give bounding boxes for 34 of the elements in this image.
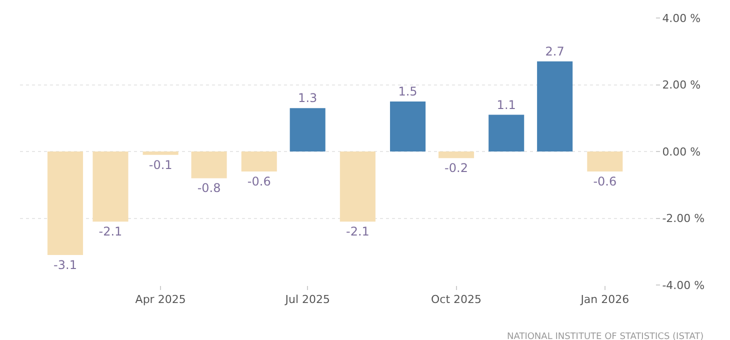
bar	[340, 152, 376, 222]
x-tick-label: Jul 2025	[284, 293, 330, 306]
bar	[537, 61, 573, 152]
bar	[47, 152, 84, 255]
x-tick-label: Oct 2025	[431, 293, 482, 306]
bar	[488, 114, 524, 152]
bar	[290, 108, 326, 152]
y-tick-label: 2.00 %	[662, 78, 701, 92]
text: NATIONAL INSTITUTE OF STATISTICS (ISTAT)	[507, 332, 704, 340]
data-label: 2.7	[545, 44, 564, 58]
x-tick-label: Apr 2025	[135, 293, 186, 306]
x-tick-label: Jan 2026	[580, 293, 630, 306]
data-label: -0.6	[247, 174, 271, 189]
data-label: -3.1	[54, 258, 77, 272]
data-label: 1.1	[496, 98, 516, 112]
y-tick-label: 4.00 %	[662, 12, 701, 25]
data-label: -0.2	[444, 161, 468, 176]
data-label: -2.1	[98, 224, 122, 239]
data-label: 1.5	[398, 84, 418, 98]
bar	[241, 152, 277, 172]
y-tick-label: -4.00 %	[662, 278, 705, 292]
data-label: -0.1	[148, 158, 172, 172]
y-tick-label: 0.00 %	[662, 145, 701, 158]
data-label: 1.3	[298, 91, 318, 106]
bar	[390, 101, 426, 152]
bar	[92, 152, 128, 222]
data-label: -0.8	[197, 181, 221, 196]
bar	[142, 152, 178, 155]
bar	[587, 152, 623, 172]
bar	[438, 152, 474, 158]
bar	[191, 152, 227, 178]
y-tick-label: -2.00 %	[662, 212, 705, 226]
data-label: -2.1	[346, 224, 370, 239]
data-label: -0.6	[593, 174, 617, 189]
